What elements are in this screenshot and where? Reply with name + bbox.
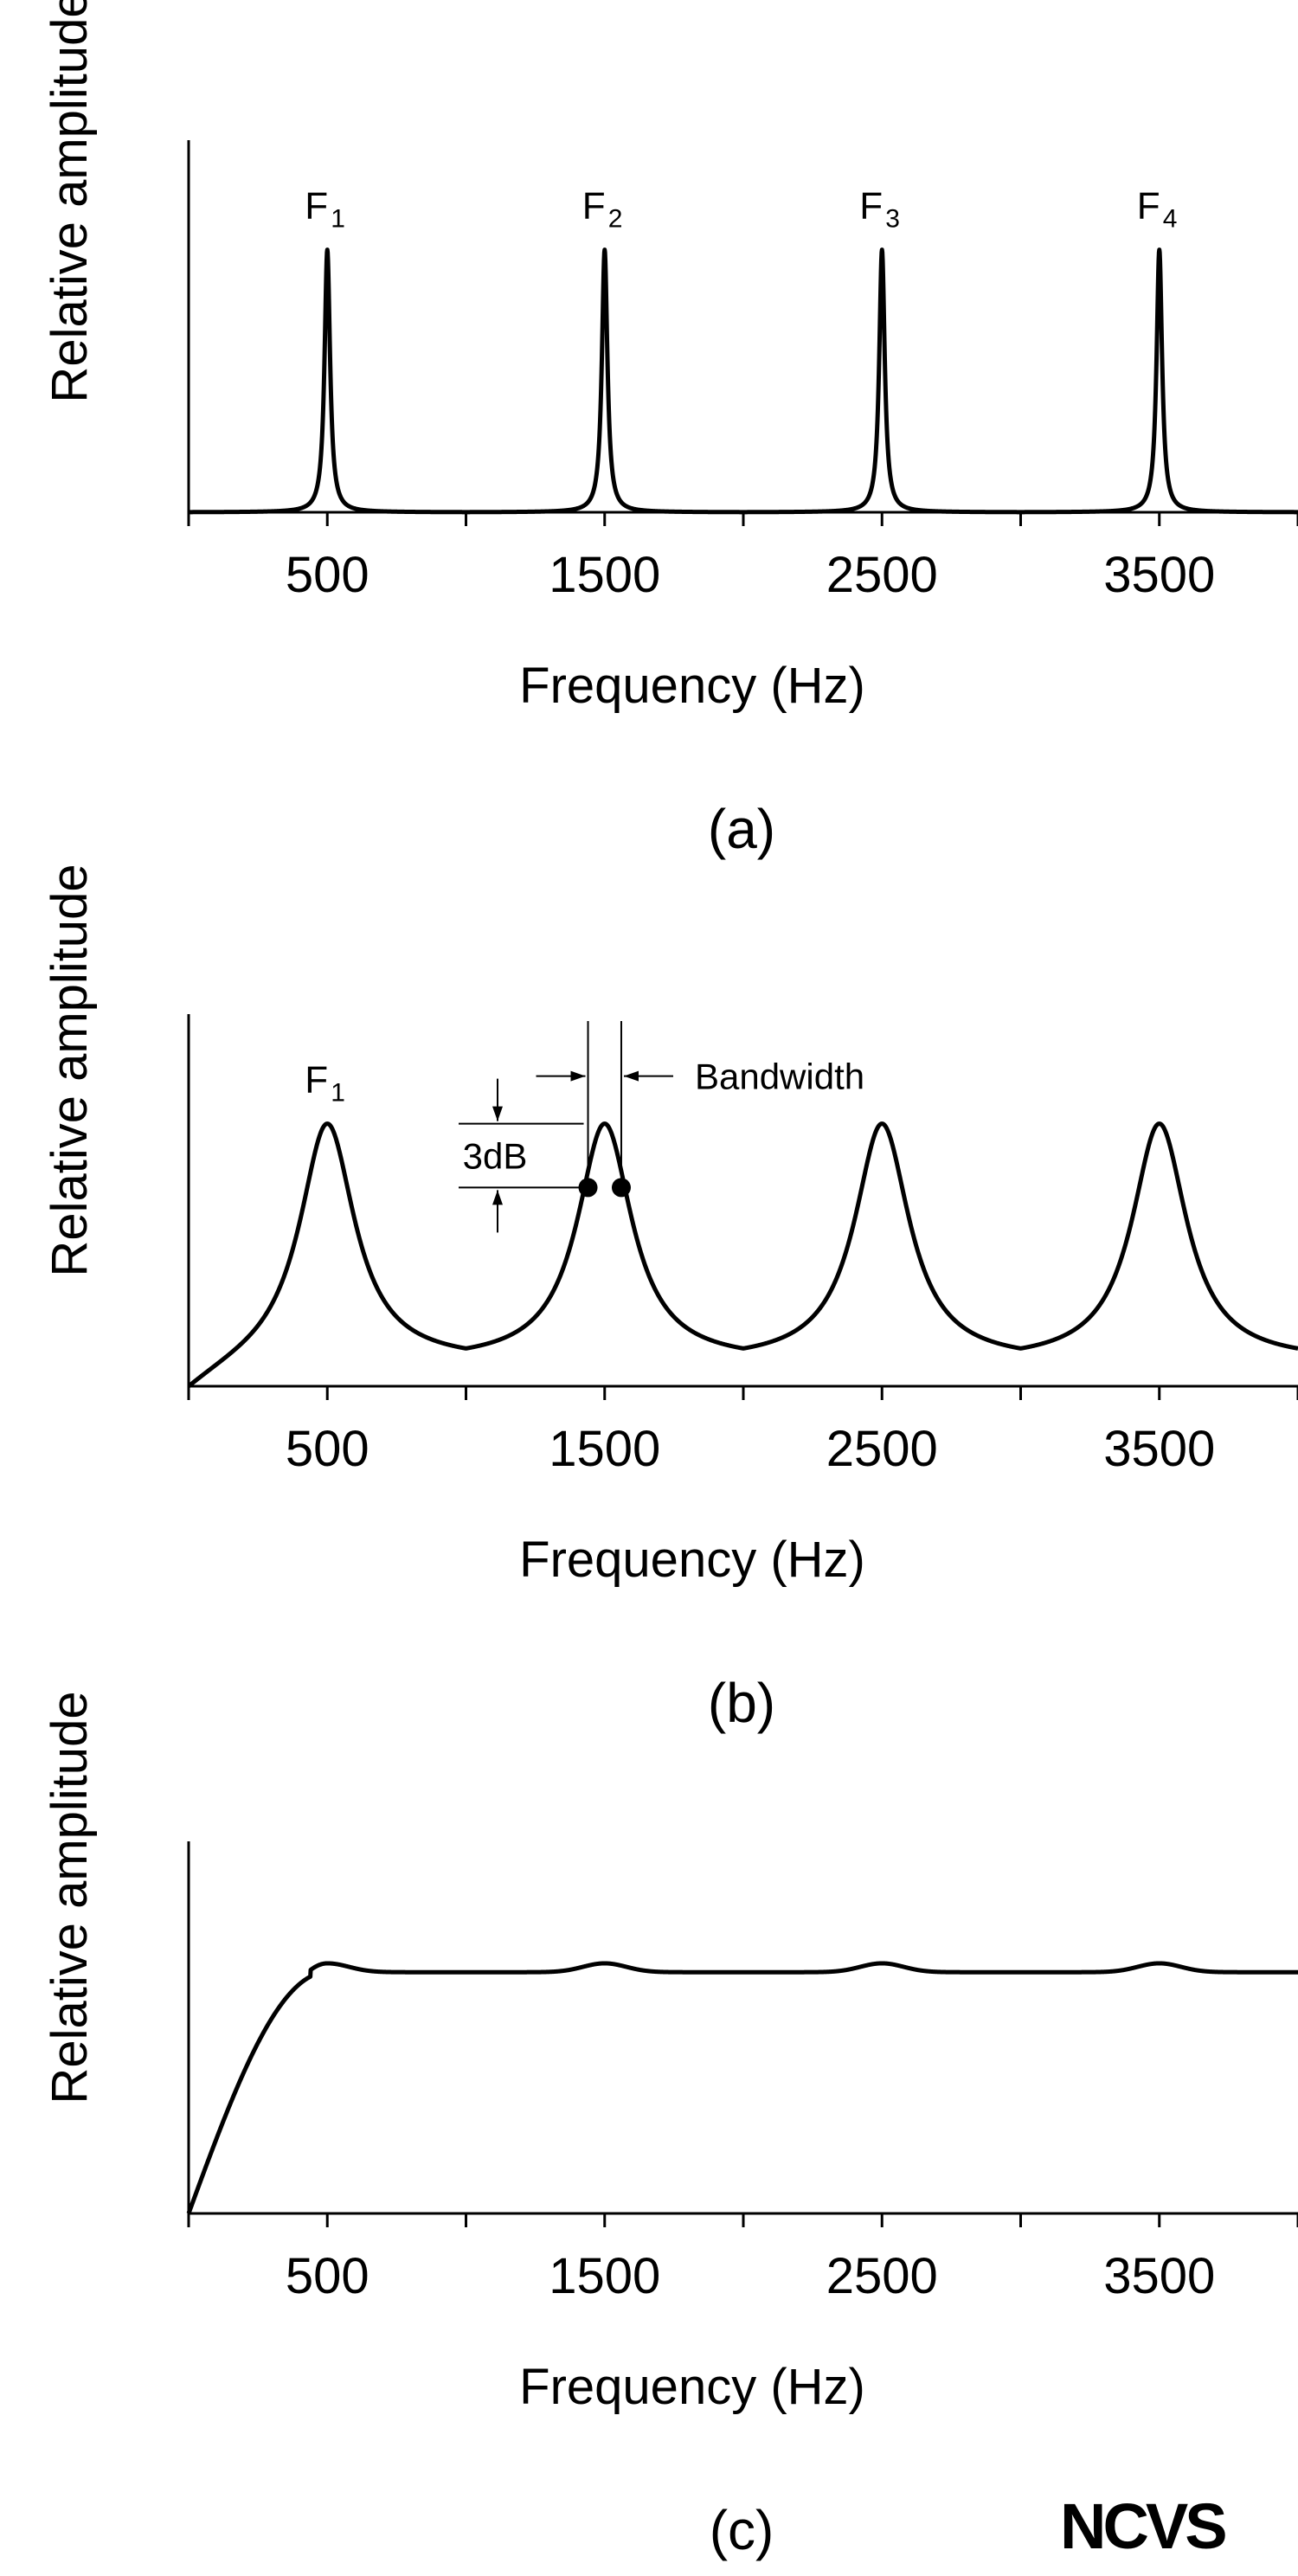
half-power-point bbox=[578, 1178, 598, 1198]
ncvs-logo: NCVS bbox=[1060, 2490, 1225, 2562]
x-tick-label: 500 bbox=[286, 1421, 369, 1477]
x-tick-label: 500 bbox=[286, 2248, 369, 2304]
arrowhead bbox=[623, 1070, 639, 1082]
formant-label: F bbox=[859, 185, 883, 228]
x-tick-label: 3500 bbox=[1103, 547, 1215, 603]
x-tick-label: 2500 bbox=[826, 547, 938, 603]
x-axis-title: Frequency (Hz) bbox=[519, 658, 865, 714]
formant-label: F bbox=[1137, 185, 1160, 228]
panel-label: (c) bbox=[710, 2499, 774, 2561]
x-tick-label: 500 bbox=[286, 547, 369, 603]
spectrum-curve bbox=[186, 1961, 1298, 2215]
panel-b-chart: 500 1500 2500 3500 Frequency (Hz) Relative am… bbox=[42, 864, 1298, 1734]
panel-label: (b) bbox=[708, 1672, 775, 1734]
x-tick-label: 2500 bbox=[826, 2248, 938, 2304]
arrowhead bbox=[492, 1190, 503, 1205]
formant-label-subscript: 1 bbox=[331, 1079, 345, 1108]
y-axis-title: Relative amplitude bbox=[42, 1691, 98, 2104]
x-tick-label: 2500 bbox=[826, 1421, 938, 1477]
x-tick-label: 1500 bbox=[549, 2248, 660, 2304]
bandwidth-label: Bandwidth bbox=[695, 1057, 864, 1097]
x-axis-title: Frequency (Hz) bbox=[519, 1532, 865, 1588]
panel-label: (a) bbox=[708, 798, 775, 860]
formant-label-subscript: 1 bbox=[331, 205, 345, 234]
x-tick-label: 3500 bbox=[1103, 1421, 1215, 1477]
spectrum-curve bbox=[186, 1121, 1298, 1389]
arrowhead bbox=[492, 1106, 503, 1121]
formant-label-subscript: 4 bbox=[1163, 205, 1178, 234]
level-3db-label: 3dB bbox=[463, 1136, 528, 1177]
spectrum-curve bbox=[186, 247, 1298, 515]
formant-label-subscript: 3 bbox=[885, 205, 900, 234]
formant-label: F bbox=[305, 185, 328, 228]
panel-c-chart: 500 1500 2500 3500 Frequency (Hz) Relative am… bbox=[42, 1691, 1298, 2561]
formant-label-subscript: 2 bbox=[608, 205, 623, 234]
y-axis-title: Relative amplitude bbox=[42, 0, 98, 403]
formant-label: F bbox=[582, 185, 606, 228]
x-axis-title: Frequency (Hz) bbox=[519, 2359, 865, 2415]
half-power-point bbox=[611, 1178, 631, 1198]
panel-a-chart: 500 1500 2500 3500 Frequency (Hz) Relative am… bbox=[42, 0, 1298, 860]
x-tick-label: 1500 bbox=[549, 1421, 660, 1477]
x-tick-label: 1500 bbox=[549, 547, 660, 603]
arrowhead bbox=[570, 1070, 586, 1082]
y-axis-title: Relative amplitude bbox=[42, 864, 98, 1276]
x-tick-label: 3500 bbox=[1103, 2248, 1215, 2304]
formant-label: F bbox=[305, 1059, 328, 1102]
